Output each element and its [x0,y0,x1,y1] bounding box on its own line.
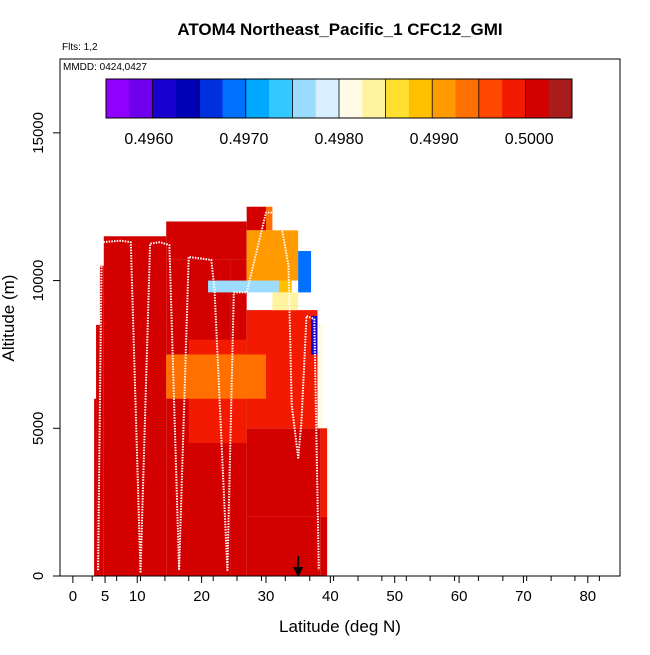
chart-title: ATOM4 Northeast_Pacific_1 CFC12_GMI [177,20,502,39]
colorbar-swatch [385,79,410,118]
y-axis-label: Altitude (m) [0,275,18,362]
heatmap-cell [246,428,321,517]
colorbar-label: 0.4970 [219,131,268,148]
heatmap-cell [317,324,323,429]
heatmap-cell [272,292,299,311]
heatmap-cell [246,230,299,281]
x-tick-label: 60 [451,588,468,605]
colorbar-swatch [432,79,456,118]
colorbar-swatch [152,79,177,118]
colorbar-swatch [222,79,247,118]
heatmap-cell [99,265,104,576]
heatmap-cell [320,516,328,576]
colorbar-swatch [199,79,223,118]
colorbar-swatch [315,79,340,118]
x-tick-label: 20 [193,588,210,605]
y-tick-label: 10000 [30,260,47,302]
colorbar-label: 0.4960 [124,131,173,148]
colorbar-swatch [292,79,316,118]
x-axis-label: Latitude (deg N) [279,617,401,636]
colorbar-swatch [548,79,573,118]
colorbar-label: 0.5000 [505,131,554,148]
colorbar: 0.4960 0.4970 0.4980 0.4990 0.5000 [105,78,573,148]
heatmap-cell [94,398,97,576]
colorbar-swatch [175,79,200,118]
heatmap-cell [246,516,321,576]
plot-frame [59,58,621,577]
heatmap-cell [278,280,292,293]
dates-label: MMDD: 0424,0427 [63,62,147,73]
x-tick-label: 10 [129,588,146,605]
heatmap-cells [94,206,328,576]
heatmap-cell [298,251,312,293]
colorbar-swatch [339,79,363,118]
x-tick-label: 5 [101,588,109,605]
heatmap-cell [265,206,273,231]
latitude-arrow-head [293,567,304,577]
flight-track [97,211,320,574]
colorbar-swatch [129,79,153,118]
colorbar-label: 0.4990 [410,131,459,148]
heatmap-cell [208,280,279,293]
x-tick-label: 0 [69,588,77,605]
heatmap-cell [166,221,247,260]
colorbar-swatch [478,79,503,118]
heatmap-cell [166,354,266,399]
y-tick-label: 15000 [30,112,47,154]
flight-track-line [97,211,320,574]
y-tick-label: 0 [30,572,47,580]
colorbar-swatch [455,79,480,118]
axes: 0 5 10 20 30 40 50 60 70 80 0 5000 10000 15000 [30,112,600,605]
colorbar-swatch [245,79,270,118]
y-tick-label: 5000 [30,412,47,445]
colorbar-label: 0.4980 [315,131,364,148]
x-tick-label: 80 [579,588,596,605]
x-tick-label: 50 [386,588,403,605]
heatmap-cell [96,324,100,576]
x-tick-label: 70 [515,588,532,605]
colorbar-swatch [502,79,526,118]
x-tick-label: 40 [322,588,339,605]
colorbar-swatch [269,79,293,118]
colorbar-swatch [362,79,386,118]
heatmap-cell [246,206,266,231]
heatmap-cell [320,428,328,517]
x-tick-label: 30 [258,588,275,605]
colorbar-frame [105,78,573,119]
colorbar-swatch [106,79,130,118]
heatmap-cell [103,236,167,576]
flights-label: Flts: 1,2 [62,42,98,53]
colorbar-swatch [408,79,433,118]
colorbar-swatch [525,79,549,118]
